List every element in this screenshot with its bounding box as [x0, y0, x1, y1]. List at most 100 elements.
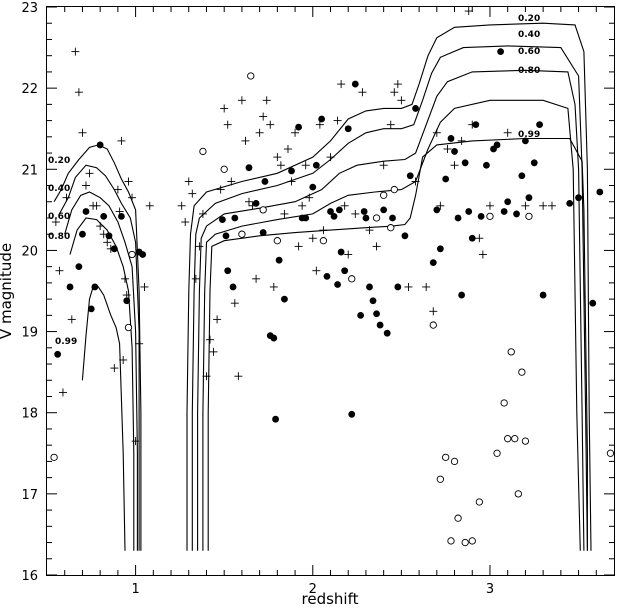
plus-point	[113, 185, 122, 194]
plus-point	[241, 136, 250, 145]
contour-label-right: 0.99	[518, 130, 540, 140]
filled-circle-point	[270, 334, 278, 342]
plus-point	[223, 120, 232, 129]
filled-circle-point	[518, 172, 526, 180]
filled-circle-point	[323, 272, 331, 280]
filled-circle-point	[123, 297, 131, 305]
filled-circle-point	[118, 212, 125, 220]
open-circle-point	[436, 475, 445, 483]
plus-point	[468, 120, 477, 129]
open-circle-point	[486, 212, 494, 220]
data-points	[50, 7, 615, 547]
plus-point	[255, 128, 264, 137]
x-tick-label: 2	[309, 582, 317, 597]
filled-circle-point	[380, 206, 388, 214]
plus-point	[120, 274, 129, 283]
plus-point	[404, 282, 413, 291]
plus-point	[110, 364, 119, 373]
filled-circle-point	[79, 230, 86, 238]
plus-point	[457, 136, 466, 145]
plus-point	[103, 238, 112, 247]
plus-point	[305, 193, 314, 202]
plus-point	[432, 128, 441, 137]
filled-circle-point	[87, 305, 95, 313]
filled-circle-point	[139, 251, 147, 258]
open-circle-point	[447, 537, 455, 545]
open-circle-point	[521, 437, 530, 445]
open-circle-point	[450, 457, 459, 466]
plus-point	[340, 201, 349, 210]
open-circle-point	[525, 212, 533, 220]
plus-point	[124, 177, 133, 186]
plus-point	[51, 218, 60, 227]
y-axis-title: V magnitude	[0, 243, 15, 339]
contour-0.99	[81, 137, 588, 551]
plus-point	[195, 242, 204, 251]
plus-point	[140, 282, 149, 291]
contour-label-right: 0.40	[518, 30, 540, 40]
plus-point	[106, 244, 115, 253]
open-circle-point	[380, 191, 388, 199]
filled-circle-point	[373, 310, 380, 318]
plus-point	[122, 291, 131, 300]
filled-circle-point	[447, 135, 455, 142]
open-circle-point	[468, 537, 476, 545]
plus-point	[521, 201, 530, 210]
plus-point	[390, 88, 399, 97]
filled-circle-point	[366, 283, 373, 291]
plus-point	[539, 201, 548, 210]
filled-circle-point	[477, 212, 485, 220]
filled-circle-point	[302, 214, 310, 222]
contour-label-left: 0.80	[48, 232, 70, 242]
open-circle-point	[514, 490, 522, 498]
filled-circle-point	[229, 283, 237, 291]
plus-point	[365, 226, 374, 235]
filled-circle-point	[344, 125, 352, 133]
filled-circle-point	[348, 410, 356, 418]
filled-circle-point	[75, 263, 83, 271]
plus-point	[85, 169, 94, 178]
filled-circle-point	[259, 229, 267, 236]
open-circle-point	[454, 514, 462, 522]
open-circle-point	[247, 72, 255, 80]
open-circle-point	[238, 230, 246, 238]
filled-circle-point	[530, 159, 538, 167]
open-circle-point	[606, 449, 615, 457]
filled-circle-point	[351, 80, 359, 88]
plus-point	[206, 335, 215, 344]
filled-circle-point	[91, 283, 99, 291]
plus-point	[244, 197, 253, 206]
y-tick-label: 21	[21, 163, 38, 178]
open-circle-point	[220, 165, 228, 173]
plus-point	[81, 181, 90, 190]
plus-point	[234, 372, 243, 381]
x-tick-label: 3	[486, 582, 494, 597]
plus-point	[216, 185, 225, 194]
plus-point	[55, 266, 64, 275]
plus-point	[209, 347, 218, 356]
open-circle-point	[273, 237, 281, 245]
plus-point	[58, 388, 67, 397]
filled-circle-point	[401, 232, 409, 240]
open-circle-point	[387, 224, 395, 232]
plus-point	[135, 339, 144, 348]
filled-circle-point	[222, 232, 230, 240]
contour-label-left: 0.20	[48, 156, 70, 166]
filled-circle-point	[468, 234, 476, 242]
plus-point	[344, 250, 353, 259]
filled-circle-point	[100, 212, 108, 220]
contour-label-right: 0.80	[518, 66, 540, 76]
plus-point	[379, 161, 388, 170]
plus-point	[280, 209, 289, 218]
filled-circle-point	[309, 183, 317, 191]
filled-circle-point	[566, 199, 574, 207]
filled-circle-point	[539, 291, 547, 299]
plus-point	[62, 193, 71, 202]
plus-point	[358, 88, 367, 97]
plus-point	[230, 299, 239, 308]
plus-point	[422, 282, 431, 291]
open-circle-point	[390, 185, 398, 194]
plus-point	[411, 177, 420, 186]
filled-circle-point	[451, 148, 458, 155]
open-circle-point	[372, 214, 381, 222]
